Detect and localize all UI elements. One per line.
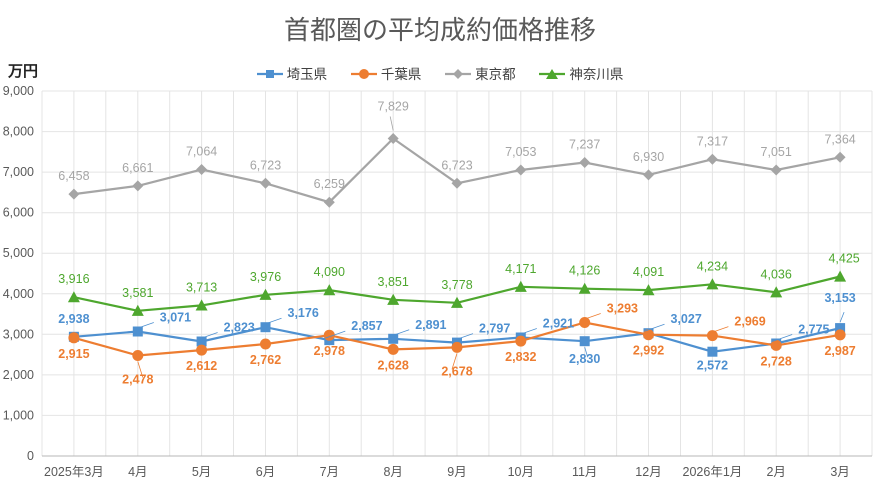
svg-text:5,000: 5,000	[3, 246, 34, 260]
svg-text:2,992: 2,992	[633, 344, 664, 358]
svg-text:7,053: 7,053	[505, 145, 536, 159]
svg-text:3,000: 3,000	[3, 327, 34, 341]
svg-text:6,661: 6,661	[122, 161, 153, 175]
svg-text:7,051: 7,051	[761, 145, 792, 159]
svg-text:2,830: 2,830	[569, 352, 600, 366]
svg-text:0: 0	[27, 449, 34, 463]
svg-text:3,071: 3,071	[160, 311, 191, 325]
svg-text:7,317: 7,317	[697, 134, 728, 148]
svg-text:7,829: 7,829	[378, 100, 409, 114]
svg-text:2,823: 2,823	[224, 321, 255, 335]
svg-text:4月: 4月	[128, 465, 147, 479]
svg-text:12月: 12月	[635, 465, 661, 479]
svg-text:6,458: 6,458	[58, 169, 89, 183]
svg-text:4,171: 4,171	[505, 262, 536, 276]
svg-text:4,000: 4,000	[3, 287, 34, 301]
svg-text:4,425: 4,425	[828, 252, 859, 266]
svg-text:3,851: 3,851	[378, 275, 409, 289]
svg-text:4,234: 4,234	[697, 259, 728, 273]
svg-text:3,293: 3,293	[607, 302, 638, 316]
svg-text:2,612: 2,612	[186, 359, 217, 373]
svg-text:3,976: 3,976	[250, 270, 281, 284]
svg-text:2,762: 2,762	[250, 353, 281, 367]
svg-text:6,000: 6,000	[3, 206, 34, 220]
svg-text:2,915: 2,915	[58, 347, 89, 361]
svg-text:3,778: 3,778	[441, 278, 472, 292]
svg-text:2025年3月: 2025年3月	[44, 465, 104, 479]
svg-text:2,832: 2,832	[505, 350, 536, 364]
svg-text:2,728: 2,728	[761, 354, 792, 368]
svg-text:2,572: 2,572	[697, 359, 728, 373]
svg-text:9月: 9月	[447, 465, 466, 479]
svg-text:7,064: 7,064	[186, 145, 217, 159]
svg-text:2,969: 2,969	[734, 315, 765, 329]
svg-text:3,916: 3,916	[58, 272, 89, 286]
svg-text:4,126: 4,126	[569, 264, 600, 278]
svg-text:7月: 7月	[320, 465, 339, 479]
svg-text:5月: 5月	[192, 465, 211, 479]
svg-text:7,000: 7,000	[3, 165, 34, 179]
svg-text:3,153: 3,153	[824, 291, 855, 305]
svg-text:2,857: 2,857	[351, 319, 382, 333]
svg-text:6,259: 6,259	[314, 177, 345, 191]
svg-text:1,000: 1,000	[3, 408, 34, 422]
svg-text:2,797: 2,797	[479, 322, 510, 336]
svg-text:2,000: 2,000	[3, 368, 34, 382]
svg-text:2,891: 2,891	[415, 318, 446, 332]
svg-text:3月: 3月	[830, 465, 849, 479]
svg-text:10月: 10月	[508, 465, 534, 479]
svg-text:6,723: 6,723	[250, 158, 281, 172]
svg-text:2,978: 2,978	[314, 344, 345, 358]
svg-text:3,581: 3,581	[122, 286, 153, 300]
svg-text:2,678: 2,678	[441, 364, 472, 378]
svg-text:2,921: 2,921	[543, 317, 574, 331]
svg-text:8月: 8月	[383, 465, 402, 479]
svg-text:6,930: 6,930	[633, 150, 664, 164]
svg-text:2,987: 2,987	[824, 344, 855, 358]
svg-text:9,000: 9,000	[3, 84, 34, 98]
svg-text:7,237: 7,237	[569, 138, 600, 152]
svg-text:3,713: 3,713	[186, 280, 217, 294]
svg-text:7,364: 7,364	[824, 132, 855, 146]
svg-text:4,036: 4,036	[761, 267, 792, 281]
svg-text:6,723: 6,723	[441, 158, 472, 172]
svg-text:6月: 6月	[256, 465, 275, 479]
svg-text:11月: 11月	[572, 465, 597, 479]
svg-text:4,090: 4,090	[314, 265, 345, 279]
svg-text:2,775: 2,775	[798, 323, 829, 337]
svg-text:2,628: 2,628	[378, 358, 409, 372]
svg-text:2月: 2月	[766, 465, 785, 479]
svg-text:4,091: 4,091	[633, 265, 664, 279]
svg-text:8,000: 8,000	[3, 125, 34, 139]
svg-text:2,938: 2,938	[58, 312, 89, 326]
svg-text:2,478: 2,478	[122, 373, 153, 387]
svg-text:3,176: 3,176	[288, 306, 319, 320]
svg-text:2026年1月: 2026年1月	[683, 465, 743, 479]
svg-text:3,027: 3,027	[671, 312, 702, 326]
